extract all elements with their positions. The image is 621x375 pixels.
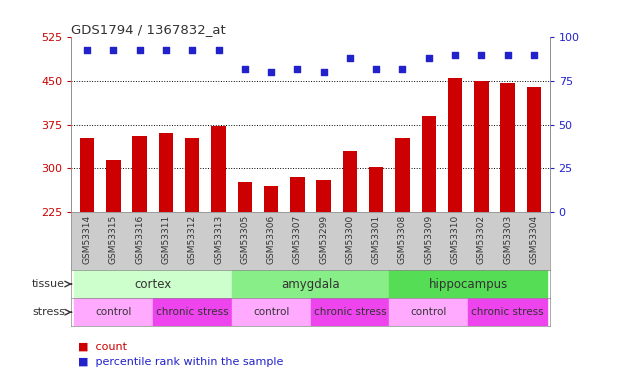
Point [135,47,145,53]
Bar [422,116,436,212]
Text: GSM53313: GSM53313 [214,215,223,264]
Point [450,52,460,58]
Point [82,47,92,53]
Point [476,52,486,58]
Bar [232,270,389,298]
Point [266,69,276,75]
Bar [310,298,389,326]
Text: GSM53309: GSM53309 [424,215,433,264]
Bar [74,270,232,298]
Bar [501,83,515,212]
Bar [474,81,489,212]
Text: ■  percentile rank within the sample: ■ percentile rank within the sample [78,357,283,367]
Point [424,56,433,62]
Point [345,56,355,62]
Text: chronic stress: chronic stress [471,307,544,317]
Point [319,69,329,75]
Text: chronic stress: chronic stress [314,307,386,317]
Point [397,66,407,72]
Bar [468,298,547,326]
Point [188,47,197,53]
Point [214,47,224,53]
Text: GSM53312: GSM53312 [188,215,197,264]
Bar [185,138,199,212]
Bar [395,138,410,212]
Bar [80,138,94,212]
Text: control: control [95,307,132,317]
Text: control: control [253,307,289,317]
Text: GSM53307: GSM53307 [293,215,302,264]
Text: GDS1794 / 1367832_at: GDS1794 / 1367832_at [71,23,226,36]
Text: GSM53303: GSM53303 [503,215,512,264]
Text: GSM53302: GSM53302 [477,215,486,264]
Text: GSM53306: GSM53306 [266,215,276,264]
Bar [159,134,173,212]
Point [240,66,250,72]
Text: tissue: tissue [32,279,65,289]
Text: GSM53308: GSM53308 [398,215,407,264]
Bar [238,182,252,212]
Text: GSM53299: GSM53299 [319,215,328,264]
Bar [232,298,310,326]
Bar [343,151,357,212]
Text: GSM53310: GSM53310 [450,215,460,264]
Text: stress: stress [32,307,65,317]
Text: chronic stress: chronic stress [156,307,229,317]
Text: GSM53314: GSM53314 [83,215,92,264]
Bar [74,298,153,326]
Point [109,47,119,53]
Bar [264,186,278,212]
Bar [153,298,232,326]
Text: GSM53305: GSM53305 [240,215,249,264]
Bar [389,270,547,298]
Bar [290,177,304,212]
Bar [106,159,120,212]
Point [529,52,539,58]
Text: GSM53316: GSM53316 [135,215,144,264]
Text: GSM53304: GSM53304 [529,215,538,264]
Bar [317,180,331,212]
Text: cortex: cortex [134,278,171,291]
Text: hippocampus: hippocampus [428,278,508,291]
Bar [389,298,468,326]
Text: GSM53315: GSM53315 [109,215,118,264]
Bar [211,126,226,212]
Bar [369,166,383,212]
Bar [527,87,541,212]
Point [161,47,171,53]
Text: amygdala: amygdala [281,278,340,291]
Point [292,66,302,72]
Text: control: control [410,307,447,317]
Text: ■  count: ■ count [78,342,127,352]
Bar [132,136,147,212]
Text: GSM53300: GSM53300 [345,215,355,264]
Text: GSM53311: GSM53311 [161,215,171,264]
Bar [448,78,462,212]
Point [371,66,381,72]
Text: GSM53301: GSM53301 [372,215,381,264]
Point [502,52,512,58]
